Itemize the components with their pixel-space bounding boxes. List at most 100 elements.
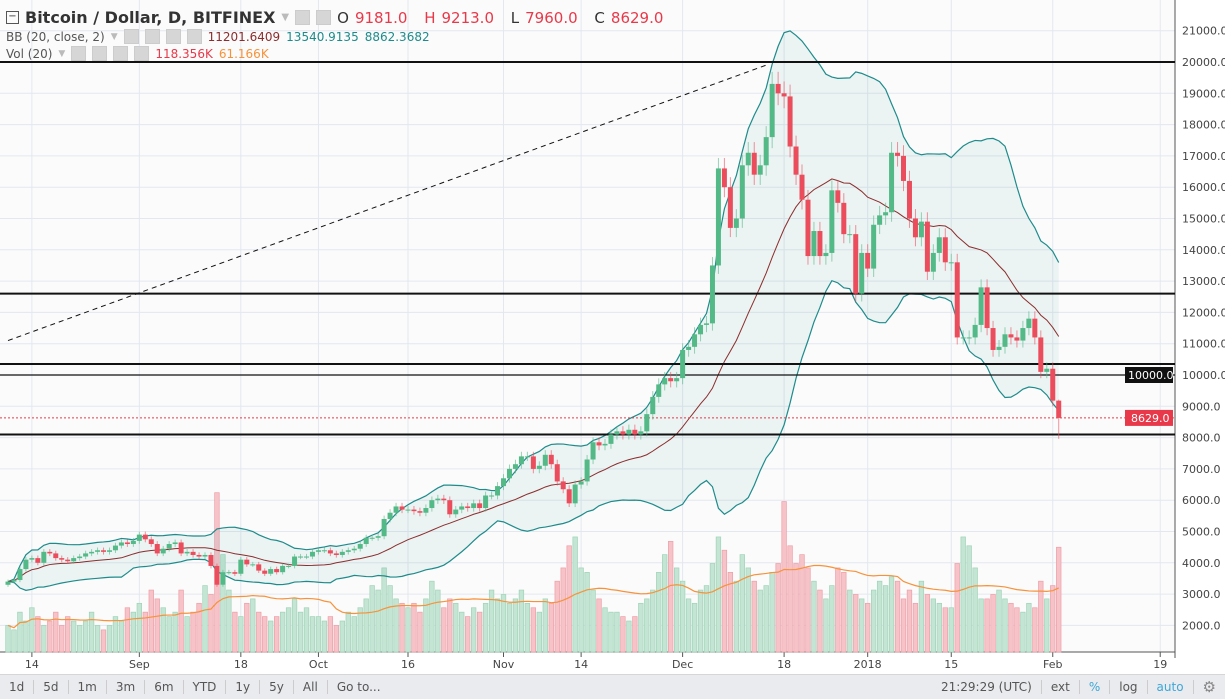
volume-bar	[417, 611, 423, 653]
candle	[489, 491, 495, 500]
chevron-down-icon[interactable]: ▼	[110, 31, 118, 42]
volume-bar	[841, 571, 847, 653]
volume-bar	[554, 580, 560, 653]
y-tick-label: 15000.0	[1182, 213, 1225, 226]
candle-body	[972, 324, 978, 338]
percent-toggle[interactable]: %	[1080, 680, 1111, 694]
x-tick-label: Feb	[1043, 658, 1062, 671]
log-toggle[interactable]: log	[1110, 680, 1148, 694]
x-tick-label: 16	[401, 658, 415, 671]
y-tick-label: 16000.0	[1182, 181, 1225, 194]
range-ytd[interactable]: YTD	[184, 680, 227, 694]
volume-bar	[751, 580, 757, 653]
range-1d[interactable]: 1d	[0, 680, 35, 694]
candle-body	[196, 554, 202, 557]
volume-bar	[369, 585, 375, 653]
candle	[17, 566, 23, 583]
candle-body	[477, 503, 483, 509]
volume-bar	[220, 554, 226, 653]
candle	[775, 71, 781, 106]
candle-body	[351, 548, 357, 551]
candle-body	[727, 187, 733, 228]
candle	[668, 371, 674, 388]
goto-button[interactable]: Go to...	[336, 680, 381, 694]
candle-body	[184, 551, 190, 554]
candle-body	[1014, 337, 1020, 341]
chart-legend: − Bitcoin / Dollar, D, BITFINEX ▼ O 9181.…	[6, 8, 675, 61]
candle	[405, 506, 411, 514]
range-3m[interactable]: 3m	[107, 680, 146, 694]
plus-icon[interactable]	[165, 29, 181, 44]
candle	[954, 253, 960, 345]
volume-bar	[644, 598, 650, 653]
candle	[71, 555, 77, 564]
ext-toggle[interactable]: ext	[1042, 680, 1080, 694]
eye-icon[interactable]	[71, 46, 87, 61]
volume-bar	[560, 567, 566, 653]
chevron-down-icon[interactable]: ▼	[281, 12, 290, 23]
clock[interactable]: 21:29:29 (UTC)	[932, 680, 1042, 694]
candle-body	[793, 146, 799, 175]
candle-body	[918, 221, 924, 238]
volume-bar	[650, 589, 656, 653]
range-all[interactable]: All	[294, 680, 328, 694]
close-icon[interactable]	[186, 29, 202, 44]
candle-body	[35, 558, 41, 563]
range-6m[interactable]: 6m	[145, 680, 184, 694]
candle	[853, 225, 859, 302]
candle-body	[990, 328, 996, 350]
x-tick-label: 19	[1153, 658, 1167, 671]
x-tick-label: Oct	[309, 658, 329, 671]
candle-body	[698, 324, 704, 335]
candle	[865, 244, 871, 277]
volume-bar	[357, 607, 363, 653]
candle-body	[130, 540, 136, 545]
candle-body	[936, 237, 942, 253]
gear-icon[interactable]: ⚙	[1202, 678, 1216, 696]
candle	[698, 317, 704, 342]
volume-bar	[859, 598, 865, 653]
candle-body	[495, 486, 501, 496]
candle	[918, 212, 924, 247]
candle	[298, 553, 304, 560]
gear-icon[interactable]	[316, 10, 332, 25]
chevron-down-icon[interactable]: ▼	[58, 48, 66, 59]
volume-bar	[208, 594, 214, 653]
candle-body	[274, 569, 280, 573]
vol-label[interactable]: Vol (20)	[6, 46, 53, 61]
candle	[972, 317, 978, 345]
price-chart[interactable]: 2000.0 3000.0 4000.0 5000.0 6000.0 7000.0 8000…	[0, 0, 1225, 674]
candle-body	[471, 503, 477, 509]
volume-bar	[393, 598, 399, 653]
close-icon[interactable]	[134, 46, 150, 61]
gear-icon[interactable]	[92, 46, 108, 61]
candle	[960, 330, 966, 345]
candle	[339, 549, 345, 558]
candle	[889, 142, 895, 222]
candle	[357, 541, 363, 552]
collapse-icon[interactable]: −	[6, 11, 19, 24]
candle	[154, 541, 160, 557]
range-1y[interactable]: 1y	[226, 680, 261, 694]
candle	[823, 244, 829, 265]
volume-bar	[333, 625, 339, 653]
eye-icon[interactable]	[295, 10, 311, 25]
candle	[1056, 399, 1062, 439]
plus-icon[interactable]	[113, 46, 129, 61]
y-tick-label: 3000.0	[1182, 588, 1221, 601]
candle	[59, 555, 65, 563]
auto-toggle[interactable]: auto	[1148, 680, 1194, 694]
volume-bar	[154, 598, 160, 653]
range-1m[interactable]: 1m	[69, 680, 107, 694]
y-tick-label: 10000.0	[1182, 369, 1225, 382]
candle	[548, 450, 554, 469]
range-5d[interactable]: 5d	[34, 680, 69, 694]
volume-bar	[882, 585, 889, 653]
candle-body	[178, 542, 184, 554]
symbol-title[interactable]: Bitcoin / Dollar, D, BITFINEX	[25, 8, 276, 27]
gear-icon[interactable]	[144, 29, 160, 44]
bb-label[interactable]: BB (20, close, 2)	[6, 29, 105, 44]
range-5y[interactable]: 5y	[260, 680, 294, 694]
candle-body	[1056, 400, 1062, 418]
eye-icon[interactable]	[123, 29, 139, 44]
